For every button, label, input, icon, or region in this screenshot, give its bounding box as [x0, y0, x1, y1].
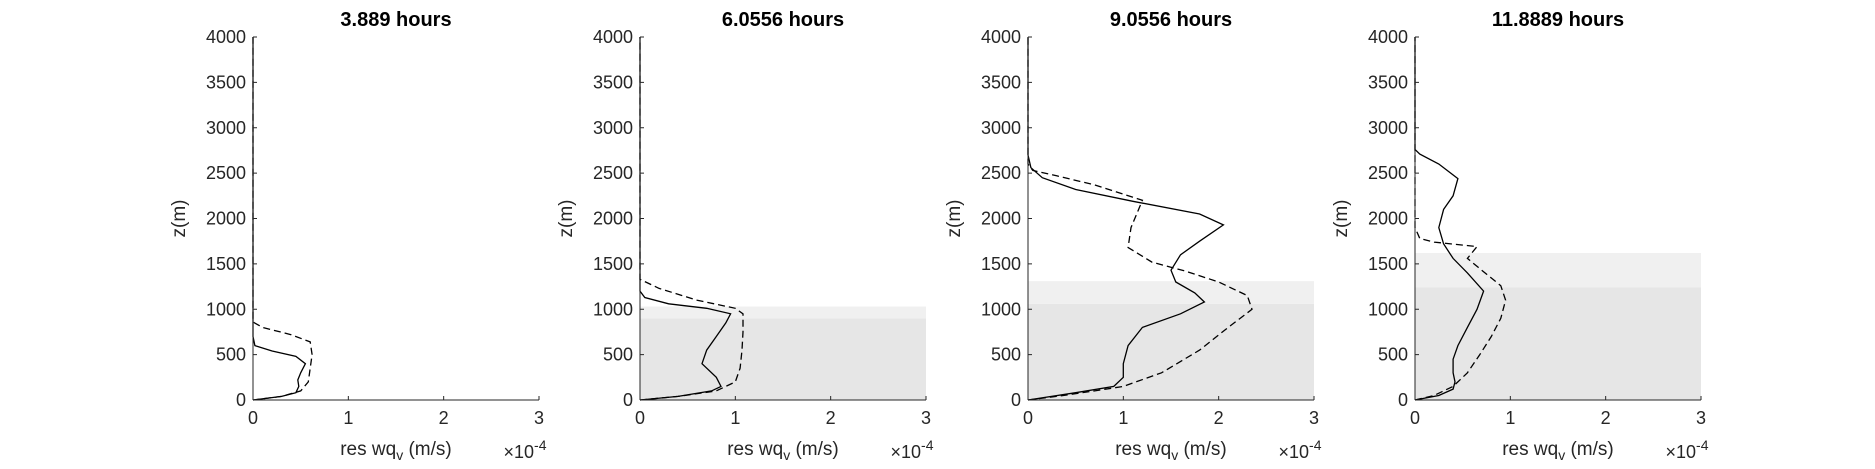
solid-profile-line	[639, 37, 732, 401]
y-tick-label: 2000	[981, 209, 1021, 229]
x-tick-label: 3	[534, 408, 544, 428]
y-tick-label: 3500	[1368, 72, 1408, 92]
y-tick-label: 3500	[593, 72, 633, 92]
y-tick-label: 4000	[593, 27, 633, 47]
y-tick-label: 2000	[1368, 209, 1408, 229]
y-tick-label: 2500	[593, 163, 633, 183]
x-axis-label: res wqv (m/s)	[1502, 439, 1614, 463]
y-tick-label: 500	[1378, 345, 1408, 365]
y-tick-label: 3000	[206, 118, 246, 138]
y-tick-label: 2000	[206, 209, 246, 229]
y-tick-label: 2500	[206, 163, 246, 183]
x-tick-label: 1	[343, 408, 353, 428]
x-tick-label: 1	[1505, 408, 1515, 428]
y-tick-label: 500	[991, 345, 1021, 365]
x-axis-multiplier: ×10-4	[891, 437, 934, 462]
y-tick-label: 0	[623, 390, 633, 410]
panel-1: 0 500 1000 1500 2000 2500 3000 3500 4000 0 1 2 3 3.88…	[169, 9, 547, 463]
dashed-profile-line	[1414, 37, 1507, 401]
x-axis-multiplier: ×10-4	[1279, 437, 1322, 462]
x-tick-label: 2	[439, 408, 449, 428]
dashed-profile-line	[639, 37, 744, 401]
solid-profile-line	[1027, 37, 1225, 401]
y-tick-label: 0	[1398, 390, 1408, 410]
x-tick-label: 2	[1601, 408, 1611, 428]
panel-title: 6.0556 hours	[722, 9, 844, 31]
y-tick-label: 1500	[1368, 254, 1408, 274]
x-tick-label: 0	[1023, 408, 1033, 428]
y-tick-label: 2500	[981, 163, 1021, 183]
y-axis-label: z(m)	[1331, 200, 1352, 238]
shaded-region-1	[1415, 287, 1701, 400]
y-tick-label: 500	[216, 345, 246, 365]
x-tick-label: 3	[1309, 408, 1319, 428]
y-tick-label: 2500	[1368, 163, 1408, 183]
shaded-region-1	[1028, 303, 1314, 400]
shaded-region-2	[640, 306, 926, 319]
y-tick-label: 3500	[206, 72, 246, 92]
x-axis-multiplier: ×10-4	[1666, 437, 1709, 462]
y-tick-label: 0	[1011, 390, 1021, 410]
dashed-profile-line	[252, 37, 313, 401]
y-tick-label: 500	[603, 345, 633, 365]
y-tick-label: 2000	[593, 209, 633, 229]
x-tick-label: 3	[921, 408, 931, 428]
panel-title: 9.0556 hours	[1110, 9, 1232, 31]
x-axis-label: res wqv (m/s)	[727, 439, 839, 463]
x-axis-label: res wqv (m/s)	[1115, 439, 1227, 463]
x-axis-label: res wqv (m/s)	[340, 439, 452, 463]
y-tick-label: 3000	[1368, 118, 1408, 138]
y-axis-label: z(m)	[944, 200, 965, 238]
x-tick-label: 1	[1118, 408, 1128, 428]
x-tick-label: 0	[1410, 408, 1420, 428]
y-tick-label: 1500	[981, 254, 1021, 274]
x-tick-label: 2	[826, 408, 836, 428]
y-tick-label: 4000	[206, 27, 246, 47]
y-tick-label: 1500	[593, 254, 633, 274]
x-tick-label: 0	[248, 408, 258, 428]
x-tick-label: 0	[635, 408, 645, 428]
y-tick-label: 0	[236, 390, 246, 410]
panel-4: 0 500 1000 1500 2000 2500 3000 3500 4000 0 1 2 3 11.8…	[1331, 9, 1709, 463]
y-tick-label: 1000	[1368, 299, 1408, 319]
shaded-region-2	[1415, 252, 1701, 288]
y-axis-label: z(m)	[556, 200, 577, 238]
x-tick-label: 3	[1696, 408, 1706, 428]
y-tick-label: 4000	[1368, 27, 1408, 47]
y-tick-label: 1500	[206, 254, 246, 274]
solid-profile-line	[252, 37, 307, 401]
y-tick-label: 3500	[981, 72, 1021, 92]
shaded-region-2	[1028, 281, 1314, 304]
shaded-region-1	[640, 318, 926, 400]
panel-title: 3.889 hours	[340, 9, 451, 31]
y-tick-label: 1000	[206, 299, 246, 319]
y-tick-label: 1000	[981, 299, 1021, 319]
panel-2: 0 500 1000 1500 2000 2500 3000 3500 4000 0 1 2 3 6.05…	[556, 9, 934, 463]
y-tick-label: 3000	[981, 118, 1021, 138]
solid-profile-line	[1414, 37, 1485, 401]
y-tick-label: 3000	[593, 118, 633, 138]
x-axis-multiplier: ×10-4	[504, 437, 547, 462]
panel-3: 0 500 1000 1500 2000 2500 3000 3500 4000 0 1 2 3 9.05…	[944, 9, 1322, 463]
panel-title: 11.8889 hours	[1492, 9, 1624, 31]
y-tick-label: 4000	[981, 27, 1021, 47]
y-axis-label: z(m)	[169, 200, 190, 238]
y-tick-label: 1000	[593, 299, 633, 319]
x-tick-label: 2	[1214, 408, 1224, 428]
x-tick-label: 1	[730, 408, 740, 428]
